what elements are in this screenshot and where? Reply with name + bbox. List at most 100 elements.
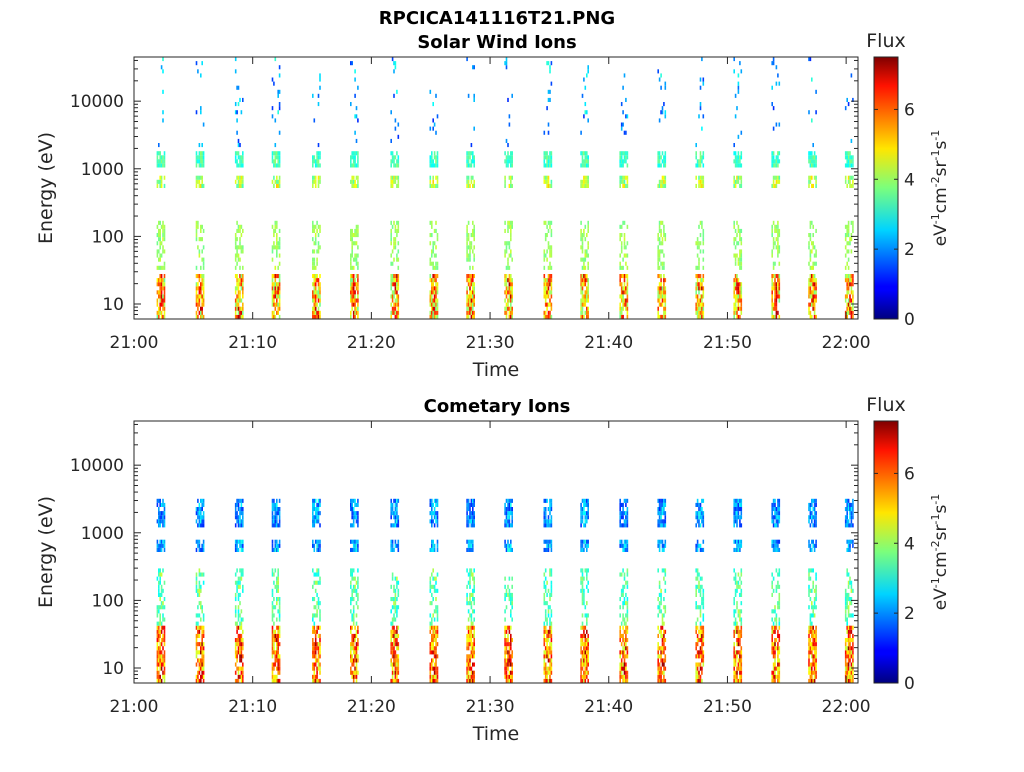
spectrogram-cell [238, 499, 240, 503]
spectrogram-cell [390, 507, 392, 511]
spectrogram-cell [548, 613, 550, 617]
spectrogram-cell [437, 290, 439, 294]
spectrogram-cell [432, 282, 434, 286]
spectrogram-cell [316, 613, 318, 617]
spectrogram-cell [272, 278, 274, 282]
spectrogram-cell [544, 671, 546, 675]
spectrogram-cell [700, 249, 702, 253]
spectrogram-cell [164, 286, 166, 290]
spectrogram-cell [627, 241, 629, 245]
spectrogram-cell [158, 593, 160, 597]
spectrogram-cell [159, 573, 161, 577]
spectrogram-cell [548, 98, 550, 102]
spectrogram-cell [700, 548, 702, 552]
spectrogram-cell [395, 593, 397, 597]
spectrogram-cell [201, 544, 203, 548]
spectrogram-cell [733, 642, 735, 646]
spectrogram-cell [509, 577, 511, 581]
spectrogram-cell [814, 299, 816, 303]
spectrogram-cell [627, 225, 629, 229]
spectrogram-cell [811, 278, 813, 282]
spectrogram-cell [846, 262, 848, 266]
spectrogram-cell [741, 155, 743, 159]
spectrogram-cell [473, 65, 475, 69]
spectrogram-cell [162, 544, 164, 548]
spectrogram-cell [390, 229, 392, 233]
spectrogram-cell [203, 667, 205, 671]
spectrogram-cell [468, 540, 470, 544]
x-tick-label: 21:40 [584, 333, 633, 353]
colorbar-tick-label: 2 [904, 240, 915, 260]
spectrogram-cell [619, 679, 621, 683]
spectrogram-cell [735, 155, 737, 159]
spectrogram-cell [354, 163, 356, 167]
spectrogram-cell [276, 290, 278, 294]
spectrogram-cell [741, 311, 743, 315]
spectrogram-cell [393, 585, 395, 589]
spectrogram-cell [158, 658, 160, 662]
spectrogram-cell [845, 294, 847, 298]
spectrogram-cell [398, 667, 400, 671]
spectrogram-cell [507, 159, 509, 163]
spectrogram-cell [627, 650, 629, 654]
spectrogram-cell [665, 511, 667, 515]
spectrogram-cell [506, 646, 508, 650]
spectrogram-cell [473, 159, 475, 163]
spectrogram-cell [350, 667, 352, 671]
spectrogram-cell [622, 299, 624, 303]
spectrogram-cell [700, 667, 702, 671]
spectrogram-cell [848, 241, 850, 245]
spectrogram-cell [587, 663, 589, 667]
spectrogram-cell [695, 663, 697, 667]
spectrogram-cell [848, 307, 850, 311]
spectrogram-cell [697, 544, 699, 548]
spectrogram-cell [580, 245, 582, 249]
spectrogram-cell [430, 241, 432, 245]
spectrogram-cell [771, 299, 773, 303]
spectrogram-cell [551, 658, 553, 662]
spectrogram-cell [545, 507, 547, 511]
spectrogram-cell [316, 667, 318, 671]
spectrogram-cell [551, 233, 553, 237]
spectrogram-cell [201, 282, 203, 286]
solar-wind-spectrogram [157, 57, 854, 319]
spectrogram-cell [236, 229, 238, 233]
spectrogram-cell [434, 229, 436, 233]
spectrogram-cell [197, 523, 199, 527]
spectrogram-cell [238, 503, 240, 507]
spectrogram-cell [239, 581, 241, 585]
spectrogram-cell [273, 282, 275, 286]
spectrogram-cell [622, 654, 624, 658]
spectrogram-cell [846, 98, 848, 102]
spectrogram-cell [622, 618, 624, 622]
spectrogram-cell [357, 159, 359, 163]
spectrogram-cell [319, 151, 321, 155]
spectrogram-cell [398, 282, 400, 286]
spectrogram-cell [396, 303, 398, 307]
spectrogram-cell [351, 282, 353, 286]
spectrogram-cell [627, 597, 629, 601]
spectrogram-cell [548, 671, 550, 675]
spectrogram-cell [848, 180, 850, 184]
spectrogram-cell [196, 642, 198, 646]
spectrogram-cell [430, 274, 432, 278]
spectrogram-cell [625, 654, 627, 658]
spectrogram-cell [736, 654, 738, 658]
spectrogram-cell [161, 303, 163, 307]
spectrogram-cell [162, 237, 164, 241]
spectrogram-cell [351, 654, 353, 658]
spectrogram-cell [811, 290, 813, 294]
spectrogram-cell [810, 282, 812, 286]
spectrogram-cell [738, 507, 740, 511]
spectrogram-cell [312, 663, 314, 667]
spectrogram-cell [511, 601, 513, 605]
spectrogram-cell [431, 523, 433, 527]
spectrogram-cell [350, 568, 352, 572]
spectrogram-cell [546, 184, 548, 188]
spectrogram-cell [511, 511, 513, 515]
spectrogram-cell [276, 515, 278, 519]
spectrogram-cell [272, 523, 274, 527]
spectrogram-cell [196, 638, 198, 642]
spectrogram-cell [273, 650, 275, 654]
spectrogram-cell [242, 290, 244, 294]
